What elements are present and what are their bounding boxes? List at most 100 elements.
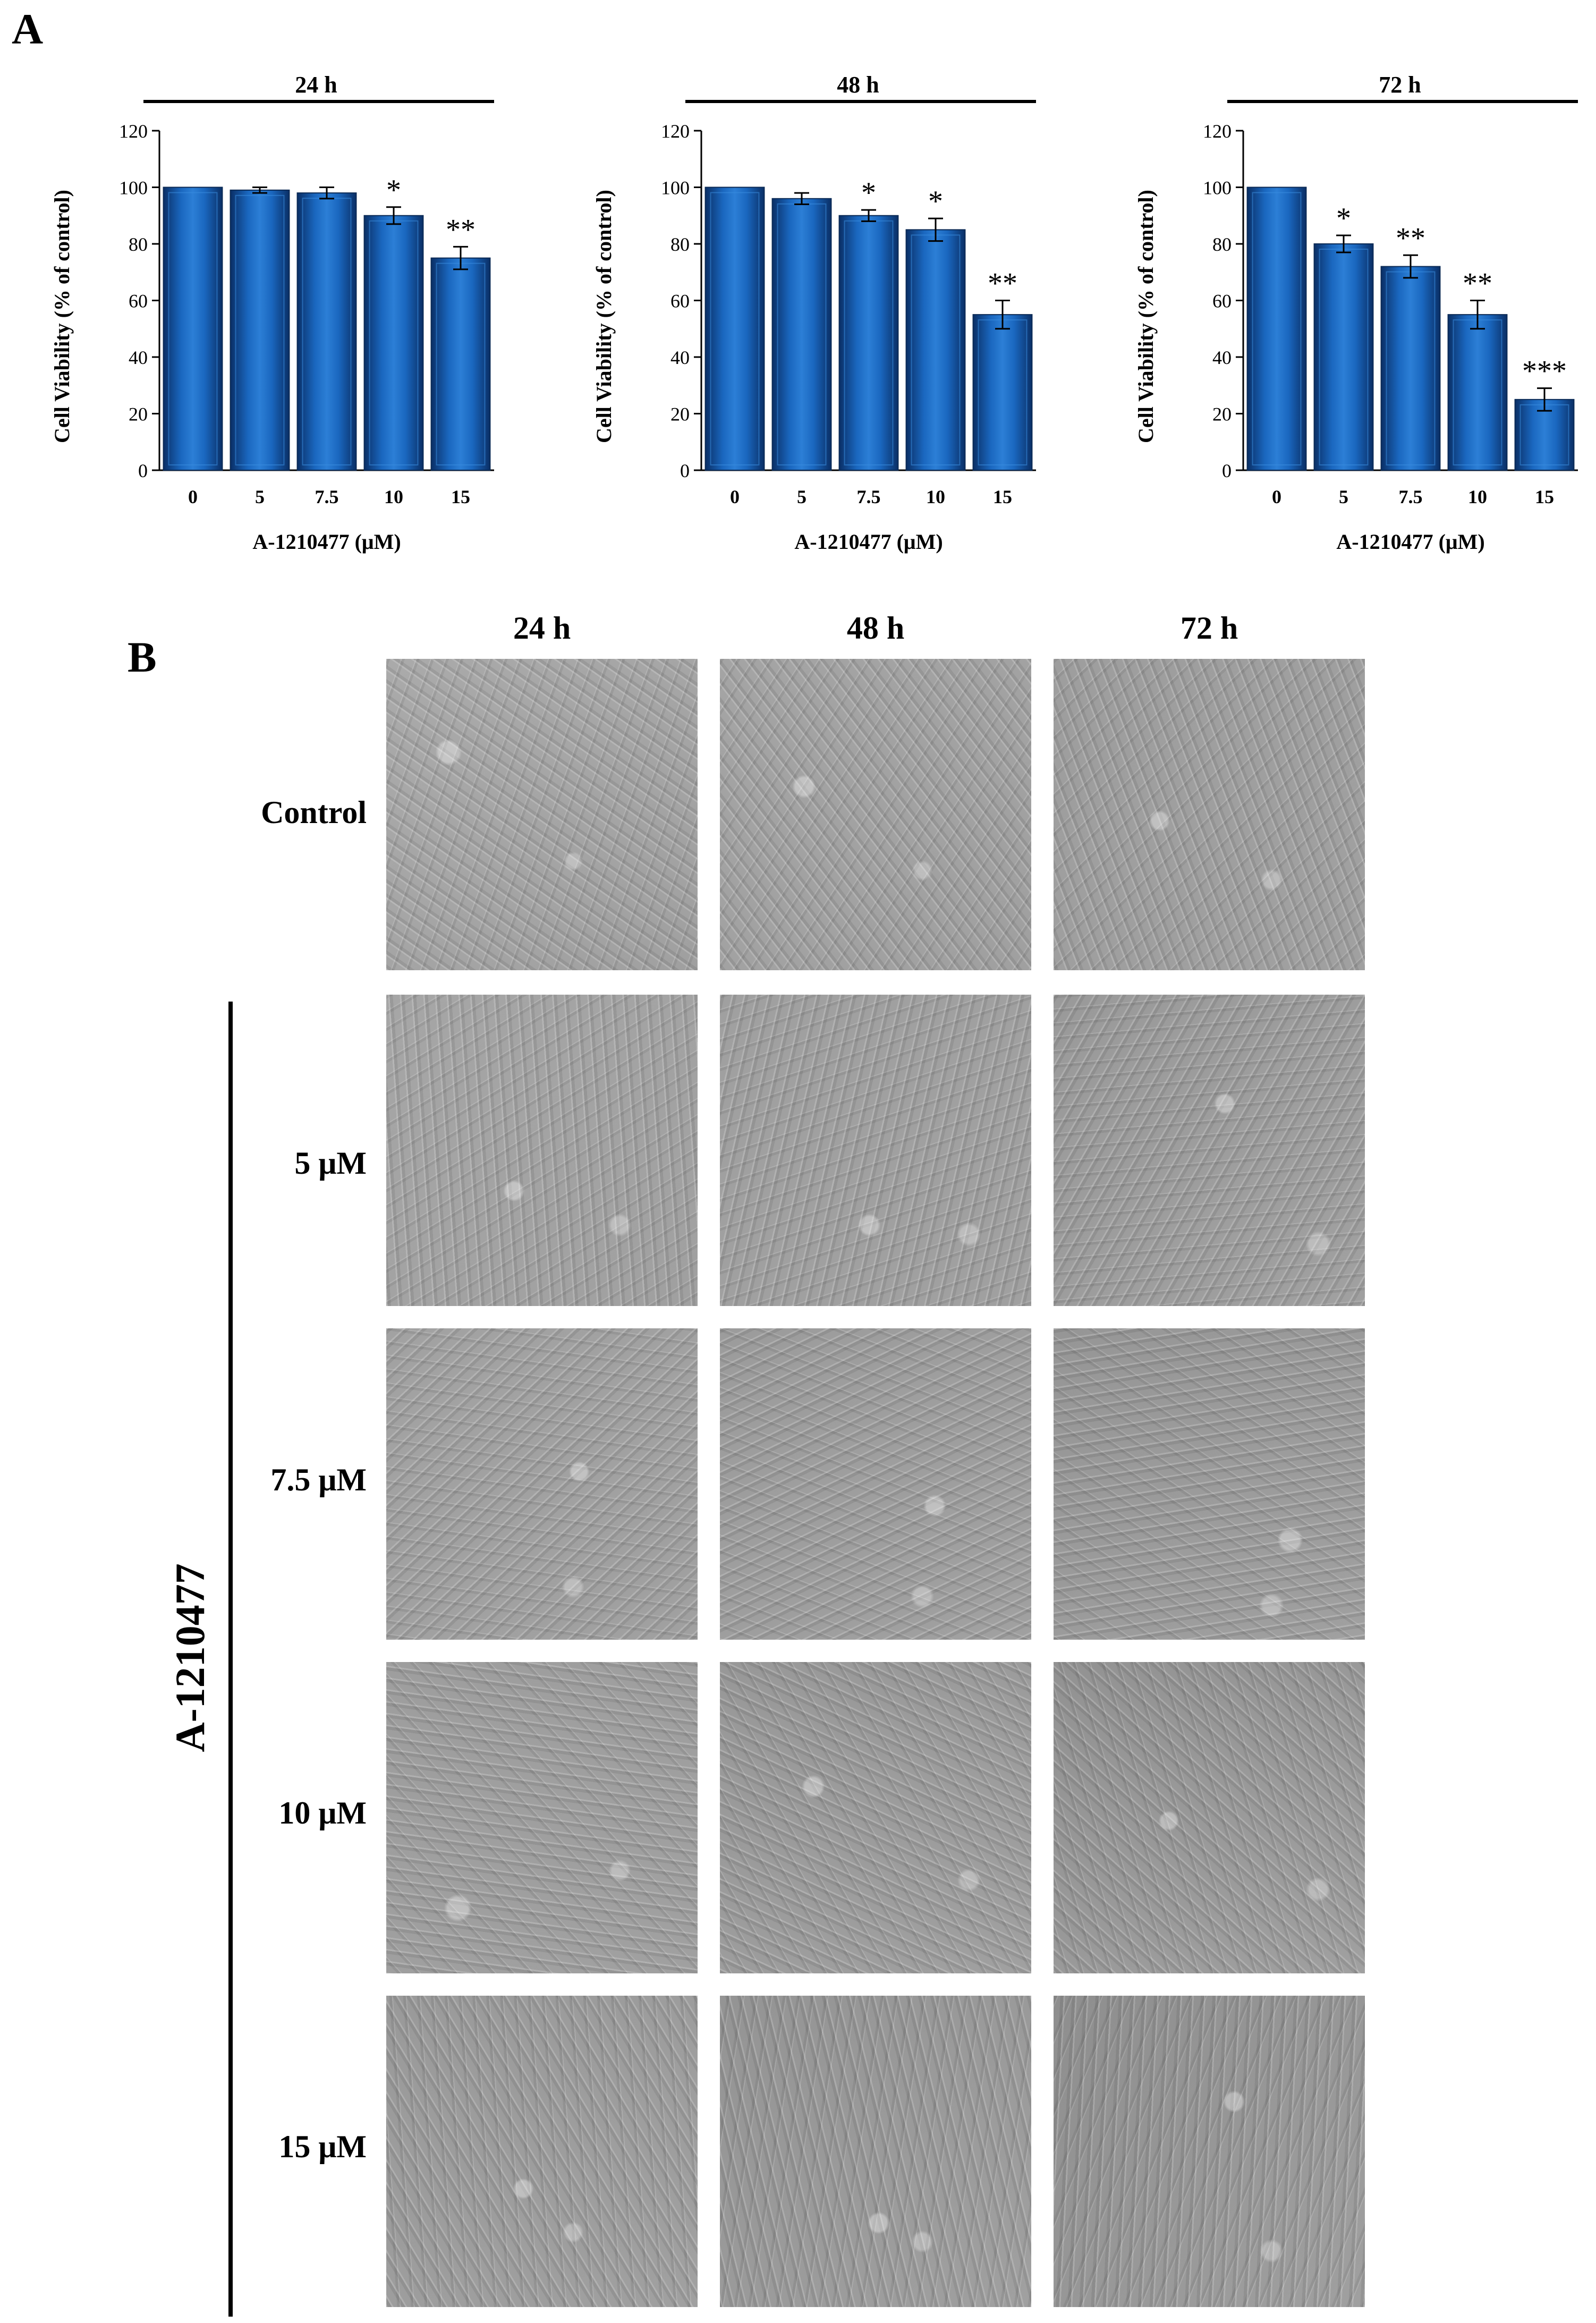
panel-a-label: A bbox=[12, 5, 44, 53]
significance-marker: * bbox=[861, 176, 876, 209]
bar bbox=[296, 192, 357, 471]
bar-bevel bbox=[235, 194, 285, 465]
bar bbox=[1380, 266, 1441, 471]
bar bbox=[838, 215, 899, 471]
micrograph-dose-1-24h bbox=[386, 995, 698, 1306]
y-tick-label: 120 bbox=[119, 121, 148, 142]
x-tick-label: 15 bbox=[993, 486, 1012, 507]
bar bbox=[1313, 243, 1374, 471]
micrograph-dose-2-48h bbox=[720, 1328, 1031, 1640]
chart-title: 72 h bbox=[1379, 72, 1421, 98]
title-rule bbox=[685, 100, 1036, 103]
y-tick-label: 80 bbox=[1212, 234, 1232, 255]
bar bbox=[905, 229, 966, 471]
x-tick-label: 5 bbox=[797, 486, 807, 507]
chart-title: 48 h bbox=[837, 72, 879, 98]
bar bbox=[1246, 186, 1307, 471]
y-tick-label: 80 bbox=[670, 234, 690, 255]
bar-bevel bbox=[1252, 192, 1302, 465]
y-tick-label: 20 bbox=[670, 404, 690, 425]
micrograph-control-72h bbox=[1054, 659, 1365, 970]
bar bbox=[363, 215, 424, 471]
bar bbox=[771, 198, 832, 471]
micrograph-control-24h bbox=[386, 659, 698, 970]
significance-marker: * bbox=[928, 185, 943, 218]
y-tick-label: 20 bbox=[1212, 404, 1232, 425]
column-header-24h: 24 h bbox=[513, 611, 571, 646]
bar bbox=[163, 186, 223, 471]
y-axis-label: Cell Viability (% of control) bbox=[1134, 190, 1158, 443]
micrograph-control-48h bbox=[720, 659, 1031, 970]
x-axis-label: A-1210477 (μM) bbox=[252, 530, 401, 554]
micrograph-dose-4-24h bbox=[386, 1996, 698, 2307]
significance-marker: ** bbox=[988, 267, 1017, 300]
significance-marker: ** bbox=[1463, 267, 1492, 300]
x-tick-label: 15 bbox=[1535, 486, 1554, 507]
significance-marker: ** bbox=[446, 213, 476, 246]
y-tick-label: 60 bbox=[670, 291, 690, 312]
x-axis-label: A-1210477 (μM) bbox=[1336, 530, 1484, 554]
y-axis-label: Cell Viability (% of control) bbox=[592, 190, 616, 443]
x-tick-label: 10 bbox=[384, 486, 403, 507]
y-tick-label: 120 bbox=[1203, 121, 1232, 142]
bar bbox=[1447, 314, 1508, 471]
row-label-10um: 10 μM bbox=[278, 1795, 367, 1830]
treatment-group-label: A-1210477 bbox=[167, 1563, 213, 1752]
panel-b-label: B bbox=[128, 633, 157, 681]
significance-marker: * bbox=[386, 174, 401, 207]
y-tick-label: 60 bbox=[1212, 291, 1232, 312]
x-tick-label: 10 bbox=[926, 486, 945, 507]
column-header-48h: 48 h bbox=[846, 611, 905, 646]
bar-bevel bbox=[710, 192, 760, 465]
y-tick-label: 0 bbox=[1222, 460, 1232, 481]
x-tick-label: 5 bbox=[1339, 486, 1348, 507]
x-tick-label: 7.5 bbox=[857, 486, 881, 507]
micrograph-dose-1-72h bbox=[1054, 995, 1365, 1306]
significance-marker: ** bbox=[1396, 222, 1425, 255]
micrograph-dose-3-48h bbox=[720, 1662, 1031, 1973]
y-tick-label: 40 bbox=[670, 347, 690, 368]
x-tick-label: 7.5 bbox=[1399, 486, 1423, 507]
y-tick-label: 40 bbox=[1212, 347, 1232, 368]
chart-title: 24 h bbox=[295, 72, 337, 98]
x-tick-label: 7.5 bbox=[315, 486, 339, 507]
significance-marker: * bbox=[1336, 202, 1351, 235]
bar bbox=[430, 257, 491, 471]
micrograph-dose-1-48h bbox=[720, 995, 1031, 1306]
y-tick-label: 20 bbox=[129, 404, 148, 425]
row-label-5um: 5 μM bbox=[294, 1146, 367, 1181]
x-tick-label: 0 bbox=[1272, 486, 1281, 507]
significance-marker: *** bbox=[1522, 355, 1567, 388]
x-tick-label: 5 bbox=[255, 486, 265, 507]
y-tick-label: 60 bbox=[129, 291, 148, 312]
row-label-7-5um: 7.5 μM bbox=[270, 1462, 367, 1497]
bar-bevel bbox=[168, 192, 218, 465]
micrograph-dose-2-24h bbox=[386, 1328, 698, 1640]
bar bbox=[704, 186, 765, 471]
y-tick-label: 40 bbox=[129, 347, 148, 368]
column-header-72h: 72 h bbox=[1180, 611, 1238, 646]
x-axis-label: A-1210477 (μM) bbox=[794, 530, 943, 554]
micrograph-dose-3-24h bbox=[386, 1662, 698, 1973]
y-tick-label: 80 bbox=[129, 234, 148, 255]
y-tick-label: 0 bbox=[138, 460, 148, 481]
y-tick-label: 100 bbox=[119, 177, 148, 199]
bar bbox=[972, 314, 1033, 471]
y-tick-label: 0 bbox=[680, 460, 690, 481]
x-tick-label: 15 bbox=[451, 486, 470, 507]
bar bbox=[230, 189, 290, 471]
x-tick-label: 0 bbox=[730, 486, 740, 507]
row-label-15um: 15 μM bbox=[278, 2129, 367, 2164]
y-axis-label: Cell Viability (% of control) bbox=[50, 190, 74, 443]
y-tick-label: 100 bbox=[661, 177, 690, 199]
micrograph-dose-2-72h bbox=[1054, 1328, 1365, 1640]
row-label-control: Control bbox=[261, 795, 367, 830]
x-tick-label: 10 bbox=[1468, 486, 1487, 507]
y-tick-label: 100 bbox=[1203, 177, 1232, 199]
micrograph-dose-4-72h bbox=[1054, 1996, 1365, 2307]
micrograph-dose-3-72h bbox=[1054, 1662, 1365, 1973]
x-tick-label: 0 bbox=[188, 486, 198, 507]
title-rule bbox=[143, 100, 494, 103]
